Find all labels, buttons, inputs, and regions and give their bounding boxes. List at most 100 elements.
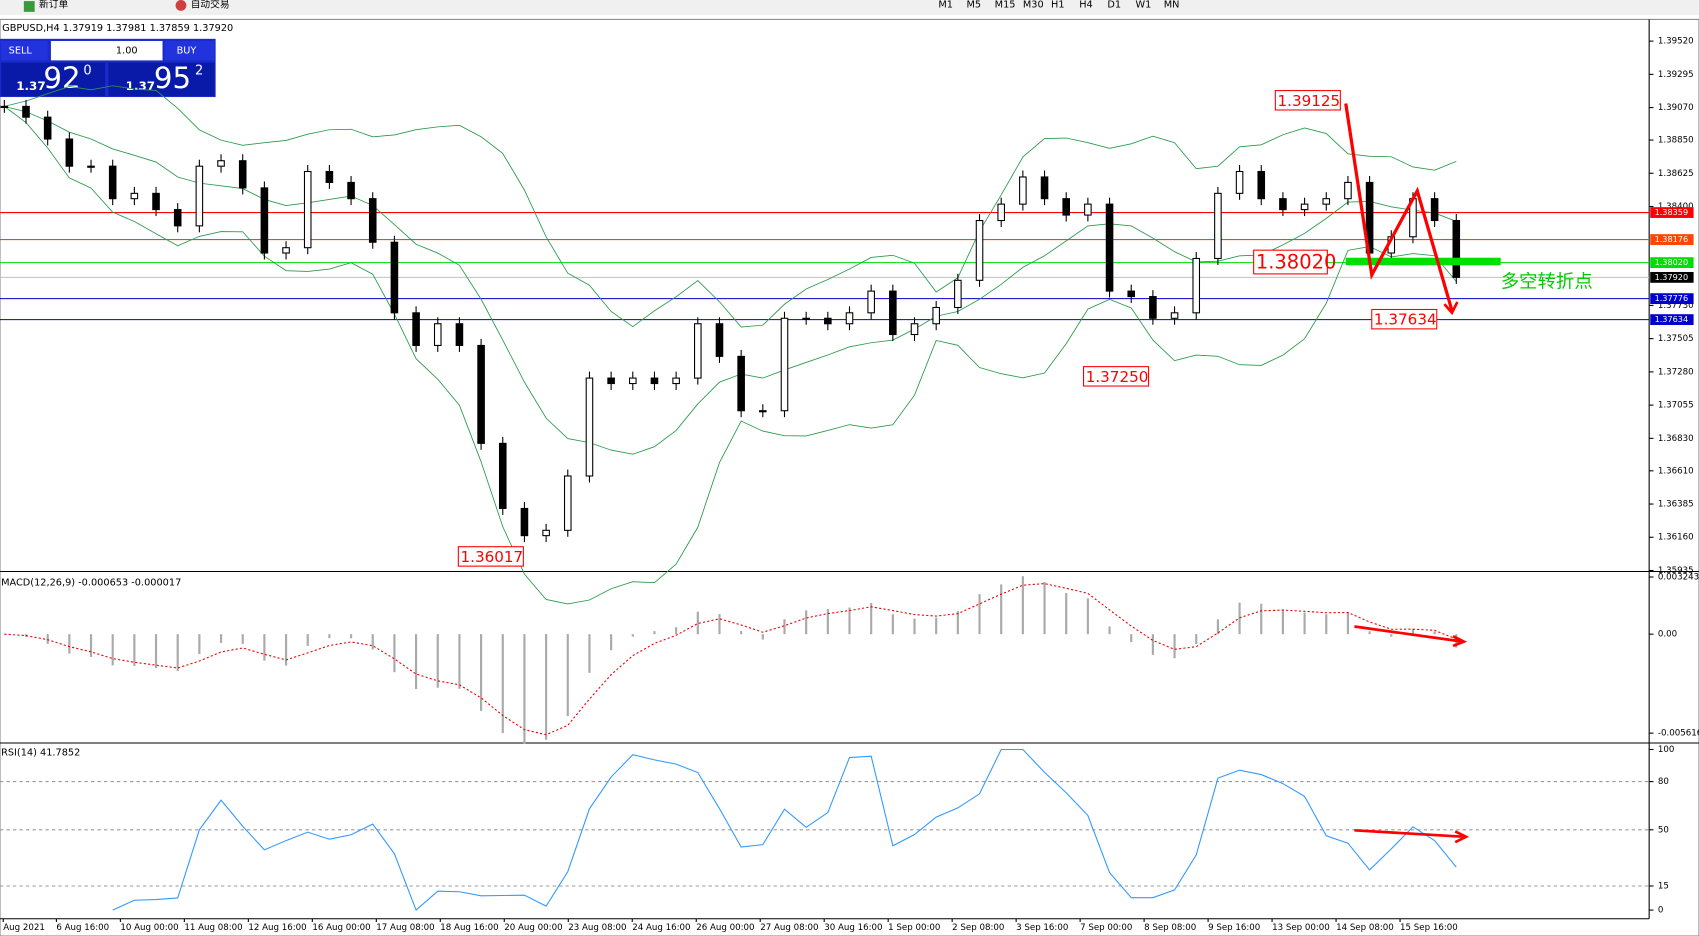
ask-head: 1.37 (126, 79, 155, 93)
candle (910, 323, 919, 336)
bid-tail: 0 (83, 64, 91, 79)
candle (737, 355, 745, 412)
candle (1062, 198, 1071, 216)
price-callout-label: 1.38020 (1256, 251, 1337, 274)
drawings: 多空转折点 (1344, 103, 1593, 844)
y-tick-label: 1.36610 (1658, 466, 1694, 476)
pivot-zone (1345, 257, 1501, 266)
y-tick-label: 0.00 (1658, 630, 1677, 640)
new-order-icon[interactable] (23, 1, 35, 12)
candle (780, 317, 789, 412)
arrow-head (1452, 635, 1468, 648)
candle (282, 247, 290, 254)
candle (845, 312, 854, 325)
candle (1235, 170, 1244, 194)
candle (1452, 219, 1461, 278)
timeframe[interactable]: H1 (1051, 0, 1065, 10)
timeframe[interactable]: MN (1164, 0, 1180, 10)
x-tick-label: 9 Sep 16:00 (1208, 923, 1260, 933)
macd-divergence (1354, 625, 1463, 643)
candle (889, 290, 897, 336)
auto-trading-icon[interactable] (175, 0, 187, 11)
candle (715, 323, 724, 357)
candle (433, 323, 442, 346)
buy-label[interactable]: BUY (177, 46, 197, 57)
candle (238, 160, 247, 189)
candle (694, 323, 702, 379)
level-tag-label: 1.37634 (1655, 314, 1689, 324)
ask-box[interactable] (108, 62, 215, 96)
y-tick-label: 1.37505 (1658, 334, 1694, 344)
x-tick-label: 2 Sep 08:00 (952, 923, 1004, 933)
candle (1127, 290, 1136, 298)
sell-label[interactable]: SELL (9, 46, 33, 57)
candle (108, 165, 117, 200)
level-tag (1650, 234, 1694, 245)
pivot-note: 多空转折点 (1501, 272, 1593, 293)
candle (477, 344, 485, 444)
x-tick-label: 3 Sep 16:00 (1016, 923, 1068, 933)
x-tick-label: 30 Aug 16:00 (824, 923, 882, 933)
candle (520, 507, 529, 537)
new-order[interactable]: 新订单 (39, 0, 69, 10)
candle (672, 377, 680, 385)
toolbar (0, 0, 1699, 16)
price-callout (1274, 90, 1341, 111)
candle (1430, 198, 1439, 222)
candle (932, 306, 940, 325)
chart-frame (0, 18, 1699, 936)
y-tick-label: 1.36830 (1658, 434, 1694, 444)
buy-button[interactable] (164, 40, 215, 61)
level-tag (1650, 271, 1694, 283)
x-tick-label: 13 Sep 00:00 (1272, 923, 1330, 933)
candle (1214, 192, 1222, 260)
candle (195, 165, 204, 227)
candle (173, 209, 182, 227)
candle (368, 198, 377, 243)
macd-label: MACD(12,26,9) -0.000653 -0.000017 (1, 577, 181, 588)
timeframe[interactable]: M1 (938, 0, 953, 10)
timeframe[interactable]: M15 (995, 0, 1016, 10)
y-tick-label: 1.37730 (1658, 301, 1694, 311)
candle (1257, 170, 1266, 200)
auto-trading[interactable]: 自动交易 (191, 0, 230, 10)
bollinger-band (4, 106, 1457, 605)
y-tick-label: 15 (1658, 881, 1669, 891)
bid-digits: 92 (43, 61, 80, 95)
candle (1019, 176, 1027, 205)
candle (152, 192, 160, 211)
timeframe[interactable]: H4 (1079, 0, 1093, 10)
lots[interactable]: 1.00 (116, 46, 138, 57)
y-tick-label: 100 (1658, 745, 1675, 755)
x-tick-label: 1 Sep 00:00 (888, 923, 940, 933)
candle (1149, 296, 1157, 319)
timeframe[interactable]: D1 (1107, 0, 1121, 10)
x-tick-label: 14 Sep 08:00 (1336, 923, 1394, 933)
timeframe[interactable]: M30 (1023, 0, 1044, 10)
candle (260, 187, 269, 254)
timeframe[interactable]: M5 (967, 0, 982, 10)
bid-box[interactable] (1, 62, 106, 96)
candle (563, 475, 572, 531)
candle (1322, 198, 1331, 205)
candle (390, 241, 399, 314)
candle (43, 116, 52, 140)
price-callout-label: 1.37634 (1374, 311, 1437, 329)
y-tick-label: 1.38625 (1658, 169, 1694, 179)
level-tag-label: 1.38020 (1655, 257, 1689, 267)
bollinger-band (4, 105, 1457, 455)
zigzag-arrow (1344, 103, 1454, 312)
y-tick-label: 1.37055 (1658, 401, 1694, 411)
candle (217, 160, 225, 167)
plots: 1.39520 1.39295 1.39070 1.38850 1.38625 1.384… (0, 37, 1699, 933)
candle (759, 410, 767, 413)
x-tick-label: 17 Aug 08:00 (376, 923, 434, 933)
sell-button[interactable] (1, 40, 48, 61)
price-callout (1371, 308, 1438, 330)
timeframe[interactable]: W1 (1136, 0, 1152, 10)
candle (1192, 257, 1201, 314)
arrow-head (1454, 830, 1470, 844)
lots-field[interactable] (50, 40, 163, 61)
level-tag (1650, 257, 1694, 269)
